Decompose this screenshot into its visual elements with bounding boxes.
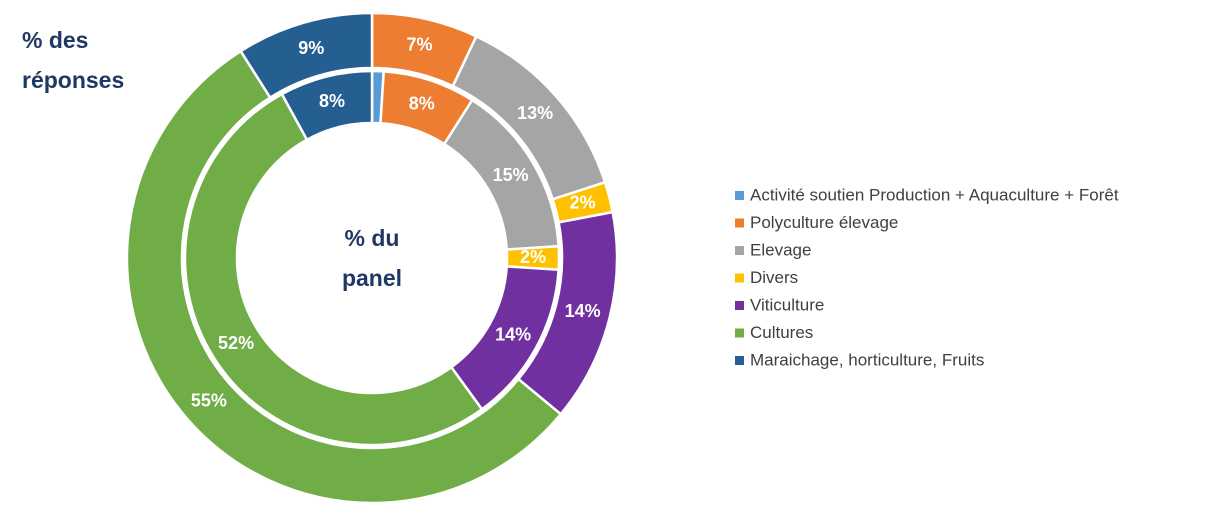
- legend-swatch: [735, 191, 744, 200]
- donut-slice: [238, 11, 374, 100]
- legend-swatch: [735, 218, 744, 228]
- data-label: 14%: [495, 324, 531, 344]
- data-label: 14%: [565, 301, 601, 321]
- donut-slice: [183, 92, 484, 447]
- donut-slice: [125, 49, 563, 505]
- data-label: 8%: [319, 91, 345, 111]
- data-label: 52%: [218, 333, 254, 353]
- legend-swatch: [735, 328, 744, 338]
- legend-swatch: [735, 301, 744, 310]
- legend-label: Cultures: [750, 323, 813, 342]
- legend-label: Activité soutien Production + Aquacultur…: [750, 185, 1119, 204]
- data-label: 15%: [493, 165, 529, 185]
- legend-swatch: [735, 273, 744, 283]
- legend-label: Divers: [750, 268, 798, 287]
- legend-label: Maraichage, horticulture, Fruits: [750, 350, 984, 369]
- data-label: 2%: [570, 193, 596, 213]
- data-label: 13%: [517, 103, 553, 123]
- donut-slice: [280, 69, 374, 142]
- data-label: 7%: [406, 34, 432, 54]
- legend-swatch: [735, 356, 744, 365]
- data-label: 8%: [409, 94, 435, 114]
- legend-label: Polyculture élevage: [750, 213, 898, 232]
- outer-ring-title: % des réponses: [22, 27, 125, 93]
- data-label: 2%: [520, 247, 546, 267]
- legend-label: Viticulture: [750, 295, 824, 314]
- legend-label: Elevage: [750, 240, 811, 259]
- data-label: 55%: [191, 391, 227, 411]
- data-label: 9%: [298, 38, 324, 58]
- legend-swatch: [735, 246, 744, 255]
- inner-ring-title: % du panel: [341, 225, 403, 291]
